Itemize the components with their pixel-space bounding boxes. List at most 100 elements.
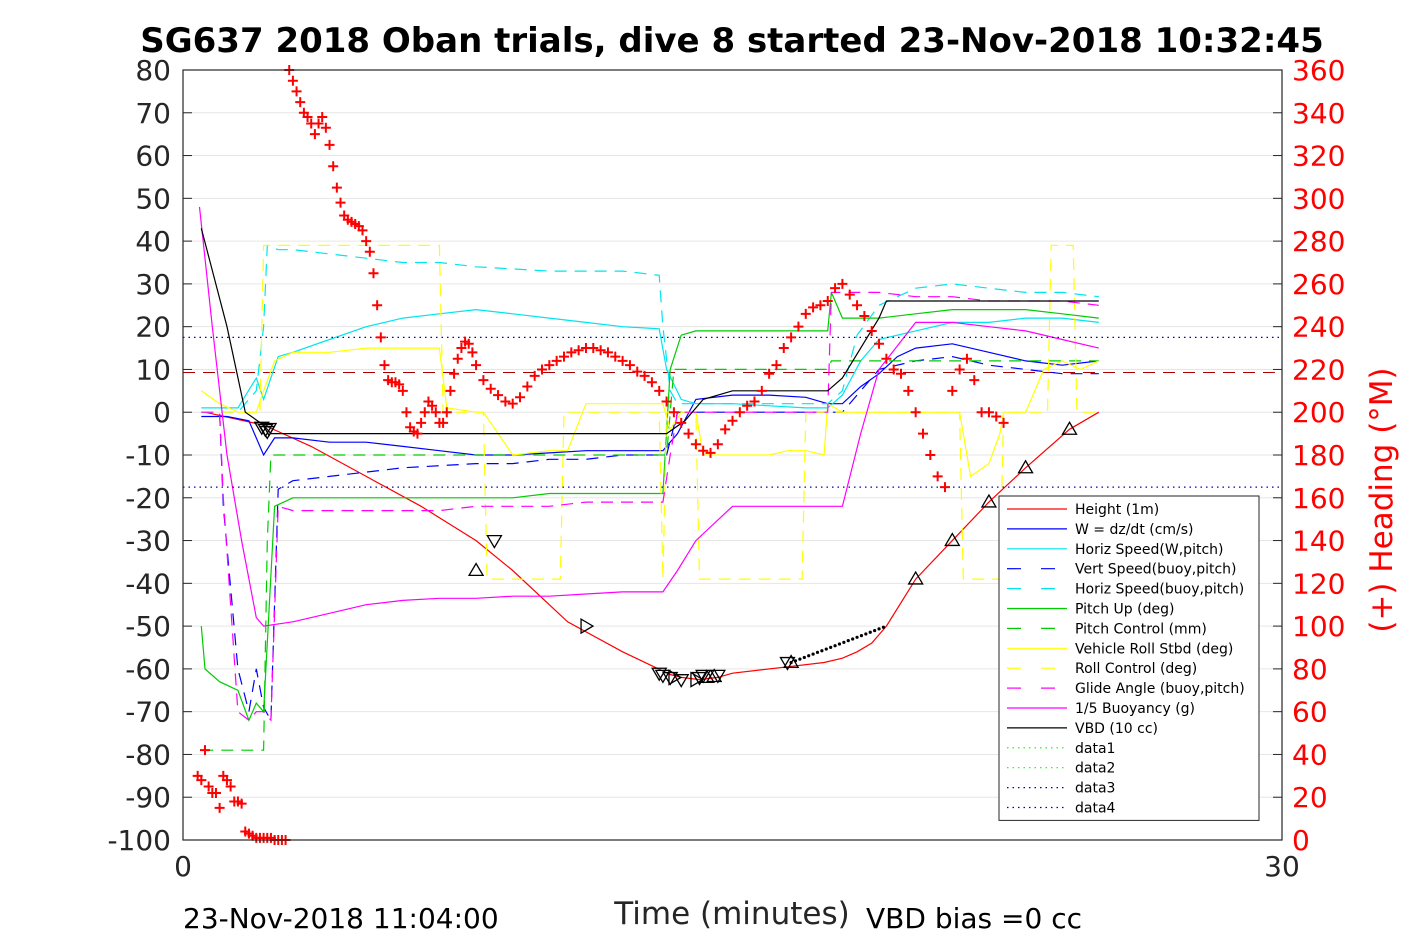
heading-point [328,161,339,172]
right-tick-label: 100 [1292,610,1345,643]
ascent-dot [868,630,872,634]
heading-point [991,411,1002,422]
right-y-axis-label: (+) Heading (°M) [1364,367,1400,632]
heading-point [320,122,331,133]
series-line-12 [200,228,1099,435]
right-tick-label: 340 [1292,97,1345,130]
heading-point [412,428,423,439]
ascent-dot [877,627,881,631]
footnote-timestamp: 23-Nov-2018 11:04:00 [183,902,499,935]
heading-point [331,182,342,193]
heading-point [452,353,463,364]
heading-point [852,300,863,311]
heading-point [375,332,386,343]
heading-point [419,407,430,418]
series-line-11 [198,206,1099,627]
ascent-dot [855,635,859,639]
triangle-marker [1017,459,1034,474]
ascent-dot [802,655,806,660]
heading-point [544,360,555,371]
heading-point [661,396,672,407]
heading-point [676,417,687,428]
heading-point [610,351,621,362]
left-tick-label: 70 [135,97,171,130]
heading-point [438,417,449,428]
heading-point [830,283,841,294]
heading-point [302,112,313,123]
ascent-dot [789,660,793,665]
triangle-marker [580,617,595,635]
triangle-markers [253,421,1078,688]
right-tick-label: 280 [1292,225,1345,258]
heading-point [515,392,526,403]
heading-point [493,390,504,401]
heading-point [939,482,950,493]
legend-entry-label: Roll Control (deg) [1075,661,1197,677]
heading-points [193,65,1009,845]
heading-point [822,296,833,306]
heading-point [756,385,767,396]
heading-point [632,366,643,377]
heading-point [210,787,221,798]
right-tick-label: 20 [1292,781,1328,814]
heading-point [771,360,782,371]
legend-entry-label: data2 [1075,761,1115,777]
triangle-marker [695,669,712,684]
triangle-marker [668,669,683,686]
heading-point [910,407,921,418]
triangle-marker [651,667,668,682]
heading-point [961,353,972,364]
heading-point [441,407,452,418]
right-tick-label: 40 [1292,738,1328,771]
legend-entry-label: Pitch Up (deg) [1075,602,1174,618]
triangle-marker [944,532,961,547]
heading-point [225,781,236,792]
legend-entry-label: W = dz/dt (cm/s) [1075,522,1194,538]
ascent-dot [859,634,864,638]
heading-point [903,385,914,396]
ascent-dot [807,654,811,658]
legend-entry-label: Horiz Speed(W,pitch) [1075,542,1223,558]
series-line-8 [200,347,1100,478]
ascent-dot [837,642,842,646]
heading-point [427,400,438,411]
heading-point [888,364,899,375]
heading-point [969,375,980,386]
ascent-dot [811,652,815,656]
heading-point [720,424,731,435]
left-tick-label: 60 [135,140,171,173]
heading-point [196,775,207,786]
right-tick-label: 360 [1292,54,1345,87]
right-tick-label: 140 [1292,525,1345,558]
chart-title: SG637 2018 Oban trials, dive 8 started 2… [140,21,1324,61]
right-tick-label: 320 [1292,140,1345,173]
heading-point [566,347,577,358]
heading-point [602,347,613,358]
heading-point [313,118,324,129]
heading-point [221,775,232,786]
heading-point [478,375,489,386]
ascent-dot [851,637,855,641]
heading-point [954,364,965,375]
legend-entry-label: 1/5 Buoyancy (g) [1075,701,1195,717]
legend: Height (1m) W = dz/dt (cm/s) Horiz Speed(W… [998,495,1260,821]
heading-point [983,407,994,418]
left-tick-label: -50 [125,610,171,643]
heading-point [874,338,885,349]
heading-point [778,343,789,354]
legend-entry-label: VBD (10 cc) [1075,721,1158,737]
series-line-10 [201,291,1099,722]
right-tick-label: 220 [1292,353,1345,386]
right-tick-label: 300 [1292,182,1345,215]
heading-point [844,289,855,300]
ascent-dot [833,644,837,648]
heading-point [558,351,569,362]
triangle-marker [691,671,708,686]
right-tick-label: 260 [1292,268,1345,301]
right-tick-label: 200 [1292,396,1345,429]
triangle-marker [980,493,998,508]
triangle-marker [673,674,690,688]
heading-point [749,396,760,407]
heading-point [379,360,390,371]
